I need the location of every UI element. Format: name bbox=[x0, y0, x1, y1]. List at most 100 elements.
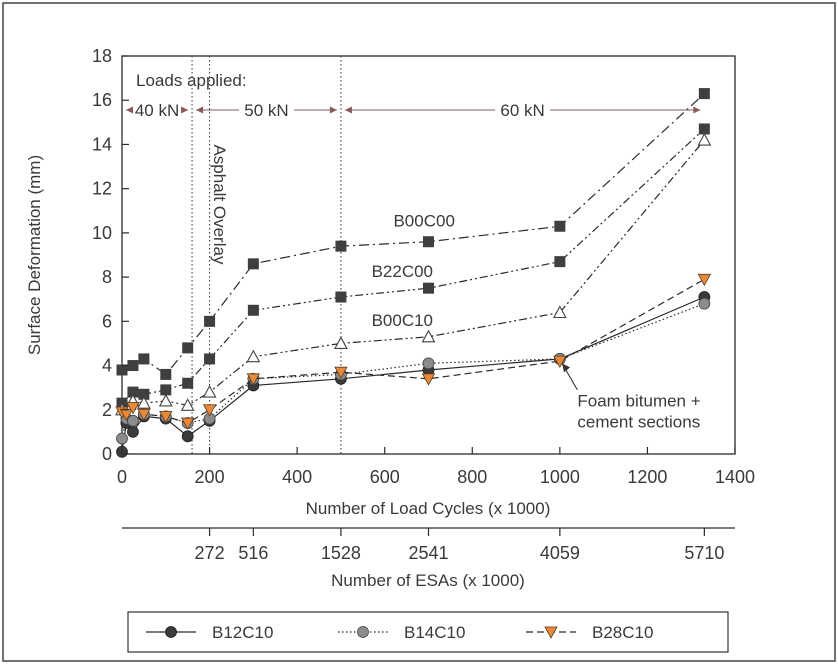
x-tick-label: 1400 bbox=[715, 467, 755, 487]
esa-tick-label: 5710 bbox=[684, 543, 724, 563]
annotation-asphalt-overlay: Asphalt Overlay bbox=[210, 144, 229, 264]
esa-tick-label: 4059 bbox=[540, 543, 580, 563]
series-layer bbox=[115, 88, 712, 458]
triangle-marker bbox=[697, 132, 712, 146]
triangle-down-marker bbox=[159, 411, 173, 424]
square-marker bbox=[127, 360, 139, 372]
esa-tick-label: 272 bbox=[195, 543, 225, 563]
y-tick-label: 8 bbox=[102, 267, 112, 287]
series-line bbox=[121, 303, 705, 439]
annotation-label: B00C00 bbox=[393, 211, 454, 230]
triangle-down-marker bbox=[697, 273, 712, 287]
annotation-label: B22C00 bbox=[372, 262, 433, 281]
y-tick-label: 2 bbox=[102, 400, 112, 420]
triangle-down-marker bbox=[137, 408, 151, 422]
esa-tick-label: 1528 bbox=[321, 543, 361, 563]
esa-tick-label: 2541 bbox=[408, 543, 448, 563]
arrow-right-icon bbox=[693, 106, 701, 114]
triangle-down-marker bbox=[334, 366, 348, 380]
square-marker bbox=[138, 353, 150, 365]
load-phase-label: 50 kN bbox=[244, 101, 288, 120]
triangle-down-marker bbox=[181, 417, 195, 430]
annotation-label: B00C10 bbox=[372, 311, 433, 330]
annotation-label: cement sections bbox=[577, 412, 700, 431]
series-b28c10 bbox=[115, 273, 712, 430]
triangle-marker bbox=[136, 395, 151, 409]
y-tick-label: 6 bbox=[102, 311, 112, 331]
y-axis-label: Surface Deformation (mm) bbox=[25, 155, 44, 355]
legend-box bbox=[127, 611, 729, 653]
square-marker bbox=[182, 377, 194, 389]
load-phases: Loads applied: 40 kN 50 kN 60 kN bbox=[126, 71, 701, 120]
triangle-down-marker bbox=[421, 373, 436, 386]
pointer-arrow-icon bbox=[562, 363, 571, 373]
triangle-down-marker bbox=[246, 373, 261, 386]
square-marker bbox=[554, 220, 566, 232]
circle-marker-grey bbox=[127, 414, 139, 427]
triangle-marker bbox=[202, 384, 217, 398]
circle-marker-dark bbox=[127, 425, 139, 438]
triangle-down-marker bbox=[544, 626, 558, 639]
legend: B12C10 B14C10 B28C10 bbox=[127, 611, 729, 653]
annotations: Asphalt Overlay B00C00 B22C00 B00C10 Foam bi… bbox=[210, 144, 701, 431]
esa-axis-label: Number of ESAs (x 1000) bbox=[331, 571, 525, 590]
x-axis-label: Number of Load Cycles (x 1000) bbox=[306, 499, 551, 518]
loads-title: Loads applied: bbox=[136, 71, 247, 90]
square-marker bbox=[698, 88, 710, 100]
square-marker bbox=[247, 258, 259, 270]
square-marker bbox=[204, 315, 216, 327]
square-marker bbox=[554, 256, 566, 268]
annotation-label: Foam bitumen + bbox=[577, 391, 700, 410]
y-tick-label: 14 bbox=[92, 134, 112, 154]
square-marker bbox=[182, 342, 194, 354]
square-marker bbox=[335, 291, 347, 303]
load-phase-label: 40 kN bbox=[135, 101, 179, 120]
arrow-right-icon bbox=[329, 106, 337, 114]
triangle-marker bbox=[334, 336, 348, 349]
square-marker bbox=[698, 123, 710, 135]
square-marker bbox=[127, 386, 139, 398]
series-b22c00 bbox=[116, 123, 710, 409]
square-marker bbox=[247, 304, 259, 316]
x-tick-label: 1200 bbox=[627, 467, 667, 487]
triangle-down-marker bbox=[202, 404, 217, 417]
square-marker bbox=[204, 353, 216, 365]
arrow-right-icon bbox=[181, 106, 189, 114]
arrow-left-icon bbox=[126, 106, 133, 114]
circle-marker-grey bbox=[422, 357, 435, 370]
triangle-marker bbox=[246, 349, 261, 363]
circle-marker-grey bbox=[357, 626, 369, 638]
x-tick-label: 0 bbox=[117, 467, 127, 487]
esa-axis: 272 516 1528 2541 4059 5710 bbox=[122, 527, 735, 563]
x-tick-label: 200 bbox=[195, 467, 225, 487]
x-tick-label: 800 bbox=[457, 467, 487, 487]
x-axis: 0 200 400 600 800 1000 1200 1400 bbox=[117, 447, 755, 487]
square-marker bbox=[335, 240, 347, 252]
square-marker bbox=[423, 236, 434, 248]
circle-marker-grey bbox=[698, 297, 711, 310]
legend-label: B28C10 bbox=[592, 623, 653, 642]
triangle-marker bbox=[180, 398, 195, 411]
x-tick-label: 400 bbox=[282, 467, 312, 487]
square-marker bbox=[138, 388, 150, 400]
x-tick-label: 600 bbox=[370, 467, 400, 487]
plot-area bbox=[121, 55, 736, 455]
triangle-down-marker bbox=[126, 402, 140, 415]
load-phase-label: 60 kN bbox=[500, 101, 544, 120]
legend-label: B14C10 bbox=[404, 623, 465, 642]
triangle-marker bbox=[421, 329, 436, 343]
y-tick-label: 0 bbox=[102, 444, 112, 464]
series-b00c00 bbox=[116, 88, 710, 380]
legend-label: B12C10 bbox=[212, 623, 273, 642]
esa-tick-label: 516 bbox=[238, 543, 268, 563]
y-tick-label: 4 bbox=[102, 356, 112, 376]
y-tick-label: 10 bbox=[92, 223, 112, 243]
triangle-marker bbox=[158, 393, 173, 407]
square-marker bbox=[116, 364, 128, 376]
square-marker bbox=[423, 282, 434, 294]
x-tick-label: 1000 bbox=[540, 467, 580, 487]
y-tick-label: 16 bbox=[92, 90, 112, 110]
square-marker bbox=[160, 368, 172, 380]
